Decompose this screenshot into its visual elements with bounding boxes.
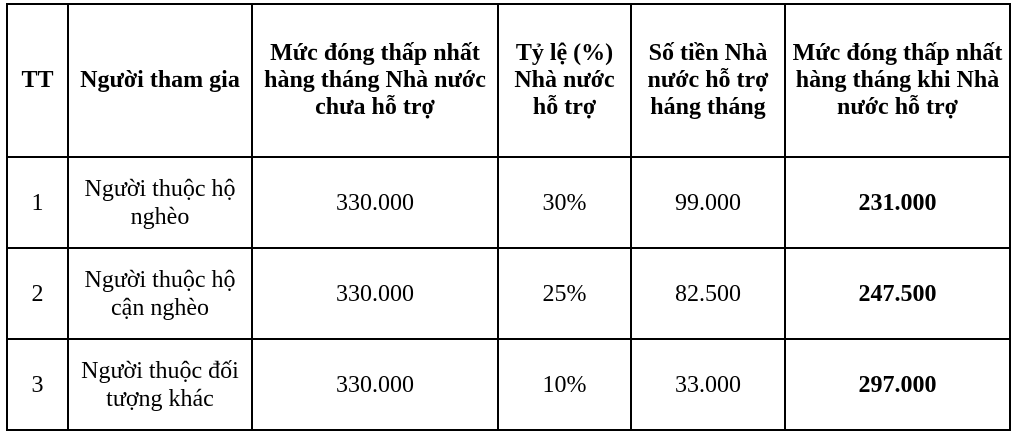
table-row: 3 Người thuộc đối tượng khác 330.000 10%… bbox=[6, 338, 1011, 431]
cell-contribution-after-support: 247.500 bbox=[784, 247, 1011, 340]
cell-support-rate: 30% bbox=[497, 156, 632, 249]
cell-support-amount: 99.000 bbox=[630, 156, 786, 249]
header-support-amount: Số tiền Nhà nước hỗ trợ háng tháng bbox=[630, 3, 786, 158]
cell-contribution-after-support: 297.000 bbox=[784, 338, 1011, 431]
cell-min-contribution: 330.000 bbox=[251, 338, 499, 431]
cell-min-contribution: 330.000 bbox=[251, 156, 499, 249]
header-tt: TT bbox=[6, 3, 69, 158]
header-support-rate: Tỷ lệ (%) Nhà nước hỗ trợ bbox=[497, 3, 632, 158]
table-row: 1 Người thuộc hộ nghèo 330.000 30% 99.00… bbox=[6, 156, 1011, 249]
header-row: TT Người tham gia Mức đóng thấp nhất hàn… bbox=[6, 3, 1011, 158]
cell-tt: 1 bbox=[6, 156, 69, 249]
header-contribution-after-support: Mức đóng thấp nhất hàng tháng khi Nhà nư… bbox=[784, 3, 1011, 158]
cell-participant: Người thuộc hộ nghèo bbox=[67, 156, 253, 249]
cell-min-contribution: 330.000 bbox=[251, 247, 499, 340]
cell-participant: Người thuộc hộ cận nghèo bbox=[67, 247, 253, 340]
cell-support-amount: 82.500 bbox=[630, 247, 786, 340]
cell-contribution-after-support: 231.000 bbox=[784, 156, 1011, 249]
cell-tt: 2 bbox=[6, 247, 69, 340]
cell-participant: Người thuộc đối tượng khác bbox=[67, 338, 253, 431]
cell-tt: 3 bbox=[6, 338, 69, 431]
table-row: 2 Người thuộc hộ cận nghèo 330.000 25% 8… bbox=[6, 247, 1011, 340]
header-min-contribution: Mức đóng thấp nhất hàng tháng Nhà nước c… bbox=[251, 3, 499, 158]
support-table: TT Người tham gia Mức đóng thấp nhất hàn… bbox=[6, 3, 1011, 431]
cell-support-rate: 25% bbox=[497, 247, 632, 340]
cell-support-rate: 10% bbox=[497, 338, 632, 431]
cell-support-amount: 33.000 bbox=[630, 338, 786, 431]
header-participant: Người tham gia bbox=[67, 3, 253, 158]
